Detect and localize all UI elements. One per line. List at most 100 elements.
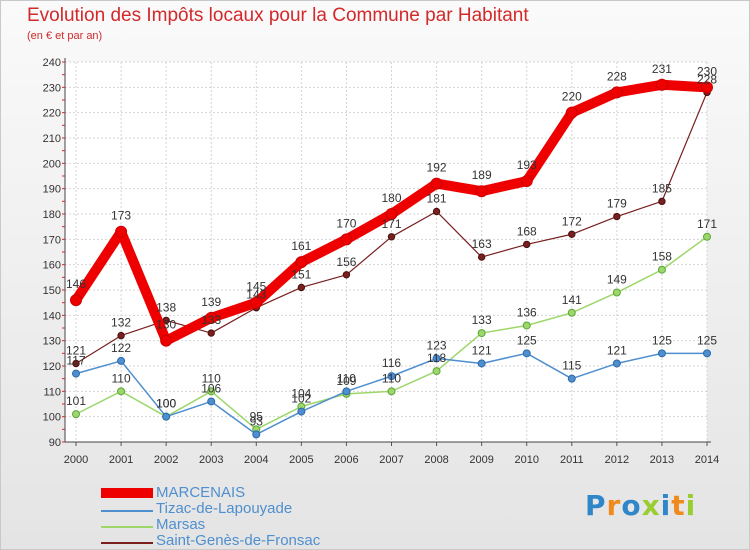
x-tick-label: 2008 bbox=[424, 454, 448, 466]
x-tick-label: 2004 bbox=[244, 454, 268, 466]
x-tick-label: 2007 bbox=[379, 454, 403, 466]
data-label-marsas: 95 bbox=[250, 409, 264, 423]
data-point-saint-gen-s-de-fronsac bbox=[72, 359, 80, 368]
legend-item-saint-genes: Saint-Genès-de-Fronsac bbox=[101, 533, 421, 549]
x-tick-label: 2000 bbox=[64, 454, 88, 466]
data-point-marcenais bbox=[70, 294, 82, 307]
data-point-saint-gen-s-de-fronsac bbox=[297, 283, 306, 292]
y-tick-label: 90 bbox=[49, 437, 61, 449]
data-label-saint-gen-s-de-fronsac: 151 bbox=[291, 267, 311, 281]
data-point-saint-gen-s-de-fronsac bbox=[342, 271, 351, 279]
data-point-marcenais bbox=[385, 208, 398, 220]
data-label-marcenais: 189 bbox=[472, 168, 492, 182]
legend-swatch bbox=[101, 526, 153, 528]
logo-letter: t bbox=[671, 489, 686, 522]
x-tick-label: 2002 bbox=[154, 454, 178, 466]
chart-title: Evolution des Impôts locaux pour la Comm… bbox=[27, 5, 529, 26]
data-point-tizac-de-lapouyade bbox=[567, 374, 576, 383]
data-point-marsas bbox=[522, 321, 531, 330]
data-label-tizac-de-lapouyade: 110 bbox=[337, 371, 356, 385]
data-label-tizac-de-lapouyade: 125 bbox=[697, 333, 717, 347]
y-tick-label: 220 bbox=[43, 108, 61, 120]
data-label-saint-gen-s-de-fronsac: 121 bbox=[66, 343, 86, 357]
data-label-marsas: 141 bbox=[562, 293, 582, 307]
data-label-saint-gen-s-de-fronsac: 171 bbox=[381, 217, 401, 231]
data-label-tizac-de-lapouyade: 125 bbox=[652, 333, 672, 347]
data-label-tizac-de-lapouyade: 117 bbox=[66, 354, 85, 368]
data-label-marsas: 110 bbox=[382, 371, 401, 385]
x-tick-label: 2011 bbox=[560, 454, 584, 466]
data-label-marsas: 118 bbox=[427, 351, 446, 365]
data-label-marcenais: 161 bbox=[291, 239, 311, 253]
data-point-marsas bbox=[207, 387, 216, 396]
data-label-marcenais: 170 bbox=[336, 216, 356, 230]
data-label-marsas: 110 bbox=[112, 371, 131, 385]
data-label-saint-gen-s-de-fronsac: 156 bbox=[336, 255, 356, 269]
logo-letter: x bbox=[641, 489, 661, 522]
data-label-marsas: 158 bbox=[652, 250, 672, 264]
data-label-saint-gen-s-de-fronsac: 138 bbox=[156, 300, 176, 314]
data-label-marsas: 104 bbox=[291, 387, 311, 401]
data-point-tizac-de-lapouyade bbox=[207, 397, 216, 406]
data-label-marcenais: 192 bbox=[427, 161, 447, 175]
legend-label: Tizac-de-Lapouyade bbox=[156, 500, 293, 517]
data-label-marcenais: 230 bbox=[697, 64, 717, 78]
x-tick-label: 2001 bbox=[109, 454, 133, 466]
y-tick-label: 120 bbox=[43, 361, 61, 373]
data-point-tizac-de-lapouyade bbox=[657, 349, 666, 358]
data-label-marsas: 171 bbox=[697, 217, 717, 231]
x-tick-label: 2006 bbox=[334, 454, 358, 466]
data-label-marsas: 133 bbox=[472, 313, 492, 327]
legend-swatch bbox=[101, 542, 153, 544]
data-point-marsas bbox=[657, 265, 666, 274]
data-label-tizac-de-lapouyade: 115 bbox=[562, 359, 581, 373]
data-point-marcenais bbox=[610, 86, 623, 99]
data-point-marcenais bbox=[340, 233, 353, 246]
data-label-marsas: 109 bbox=[336, 374, 356, 388]
data-point-saint-gen-s-de-fronsac bbox=[387, 233, 396, 241]
data-label-marcenais: 231 bbox=[652, 62, 672, 76]
data-point-tizac-de-lapouyade bbox=[522, 349, 531, 358]
data-label-marsas: 100 bbox=[156, 397, 176, 411]
data-label-marsas: 136 bbox=[517, 305, 537, 319]
data-label-marsas: 110 bbox=[202, 371, 221, 385]
data-point-marcenais bbox=[520, 175, 533, 188]
data-point-marcenais bbox=[430, 177, 443, 190]
data-point-marsas bbox=[432, 367, 441, 376]
x-tick-label: 2010 bbox=[514, 454, 538, 466]
data-point-tizac-de-lapouyade bbox=[432, 354, 441, 363]
data-point-marcenais bbox=[160, 334, 173, 347]
legend-item-tizac: Tizac-de-Lapouyade bbox=[101, 501, 421, 517]
data-point-marcenais bbox=[295, 256, 308, 269]
chart-subtitle: (en € et par an) bbox=[27, 30, 103, 42]
data-point-marsas bbox=[612, 288, 621, 297]
data-label-tizac-de-lapouyade: 125 bbox=[517, 333, 537, 347]
data-label-marcenais: 228 bbox=[607, 69, 627, 83]
data-point-marsas bbox=[72, 410, 80, 419]
data-label-saint-gen-s-de-fronsac: 172 bbox=[562, 214, 582, 228]
data-point-marsas bbox=[567, 308, 576, 317]
data-point-tizac-de-lapouyade bbox=[297, 407, 306, 416]
x-tick-label: 2009 bbox=[469, 454, 493, 466]
proxiti-logo: Proxiti bbox=[585, 489, 696, 522]
legend-label: MARCENAIS bbox=[156, 484, 246, 501]
legend-item-marcenais: MARCENAIS bbox=[101, 485, 421, 501]
y-tick-label: 150 bbox=[43, 285, 61, 297]
data-label-tizac-de-lapouyade: 122 bbox=[111, 341, 131, 355]
data-point-marcenais bbox=[655, 78, 668, 91]
logo-letter: r bbox=[606, 489, 622, 522]
legend: MARCENAIS Tizac-de-Lapouyade Marsas Sain… bbox=[101, 485, 421, 549]
data-label-marcenais: 173 bbox=[111, 209, 131, 223]
data-label-tizac-de-lapouyade: 116 bbox=[382, 356, 401, 370]
data-point-marsas bbox=[477, 329, 486, 338]
legend-item-marsas: Marsas bbox=[101, 517, 421, 533]
legend-label: Marsas bbox=[156, 516, 206, 533]
data-label-marcenais: 193 bbox=[517, 158, 537, 172]
data-point-tizac-de-lapouyade bbox=[387, 372, 396, 381]
data-label-marcenais: 145 bbox=[246, 280, 266, 294]
data-point-marcenais bbox=[115, 225, 128, 238]
data-label-saint-gen-s-de-fronsac: 168 bbox=[517, 224, 537, 238]
data-label-marcenais: 220 bbox=[562, 90, 582, 104]
data-point-tizac-de-lapouyade bbox=[342, 387, 351, 396]
y-tick-label: 200 bbox=[43, 158, 61, 170]
